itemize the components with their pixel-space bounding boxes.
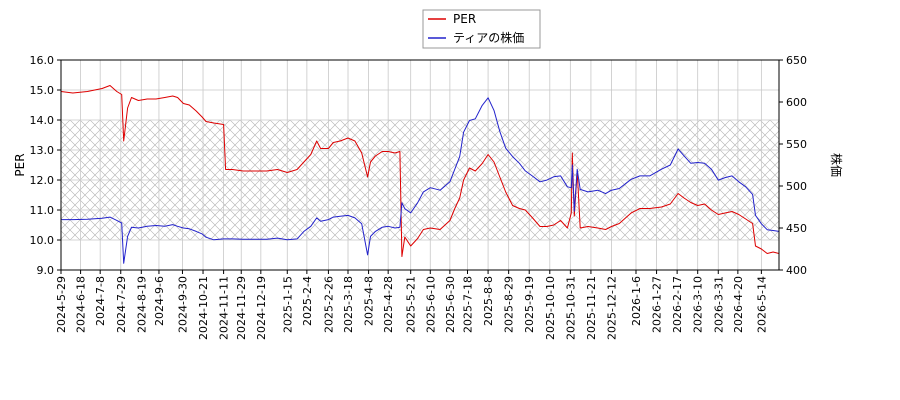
y-axis-label-left: PER: [13, 153, 27, 176]
tick-layer: 9.0 10.0 11.0 12.0 13.0 14.0 15.0 16.0 400 450 500…: [30, 54, 808, 340]
x-tick-label: 2024-12-19: [255, 276, 268, 340]
x-tick-label: 2025-7-18: [462, 276, 475, 333]
x-tick-label: 2026-3-10: [692, 276, 705, 333]
x-tick-label: 2026-3-31: [712, 276, 725, 333]
y-tick-label-right: 550: [786, 138, 807, 151]
x-tick-label: 2024-7-29: [115, 276, 128, 333]
legend-label-price: ティアの株価: [453, 30, 524, 45]
x-tick-label: 2025-2-26: [322, 276, 335, 333]
x-tick-label: 2025-4-28: [382, 276, 395, 333]
x-tick-label: 2025-9-19: [523, 276, 536, 333]
y-tick-label-left: 11.0: [30, 204, 55, 217]
y-tick-label-left: 13.0: [30, 144, 55, 157]
x-tick-label: 2025-4-8: [363, 276, 376, 326]
y-tick-label-right: 600: [786, 96, 807, 109]
x-tick-label: 2026-1-27: [651, 276, 664, 333]
x-tick-label: 2026-2-17: [671, 276, 684, 333]
x-tick-label: 2025-10-31: [564, 276, 577, 340]
x-tick-label: 2025-6-10: [424, 276, 437, 333]
x-tick-label: 2025-11-21: [585, 276, 598, 340]
y-tick-label-right: 450: [786, 222, 807, 235]
x-tick-label: 2024-6-18: [75, 276, 88, 333]
y-axis-label-right: 株価: [829, 153, 844, 177]
x-tick-label: 2024-7-8: [94, 276, 107, 326]
x-tick-label: 2026-5-14: [755, 276, 768, 333]
x-tick-label: 2025-12-12: [605, 276, 618, 340]
x-tick-label: 2024-11-11: [218, 276, 231, 340]
x-tick-label: 2025-2-4: [301, 276, 314, 326]
x-tick-label: 2024-10-21: [197, 276, 210, 340]
x-tick-label: 2025-10-10: [544, 276, 557, 340]
y-tick-label-left: 9.0: [37, 264, 55, 277]
x-tick-label: 2024-11-29: [235, 276, 248, 340]
y-tick-label-left: 16.0: [30, 54, 55, 67]
y-tick-label-right: 500: [786, 180, 807, 193]
x-tick-label: 2025-6-30: [444, 276, 457, 333]
x-tick-label: 2024-5-29: [55, 276, 68, 333]
y-tick-label-right: 400: [786, 264, 807, 277]
x-tick-label: 2025-1-15: [281, 276, 294, 333]
x-tick-label: 2025-8-8: [482, 276, 495, 326]
x-tick-label: 2025-5-21: [405, 276, 418, 333]
y-tick-label-left: 12.0: [30, 174, 55, 187]
x-tick-label: 2026-4-20: [732, 276, 745, 333]
legend: PER ティアの株価: [422, 9, 541, 49]
y-tick-label-left: 15.0: [30, 84, 55, 97]
series-line-per: [61, 85, 779, 257]
x-tick-label: 2026-1-6: [630, 276, 643, 326]
x-tick-label: 2025-8-29: [503, 276, 516, 333]
y-tick-label-left: 14.0: [30, 114, 55, 127]
y-tick-label-right: 650: [786, 54, 807, 67]
legend-box: [422, 9, 541, 49]
legend-label-per: PER: [453, 12, 476, 26]
plot-frame: [60, 59, 780, 271]
x-tick-label: 2024-9-30: [176, 276, 189, 333]
series-layer: [61, 85, 779, 264]
y-tick-label-left: 10.0: [30, 234, 55, 247]
x-tick-label: 2025-3-18: [342, 276, 355, 333]
series-line-price: [61, 97, 779, 264]
x-tick-label: 2024-8-19: [135, 276, 148, 333]
x-tick-label: 2024-9-6: [153, 276, 166, 326]
